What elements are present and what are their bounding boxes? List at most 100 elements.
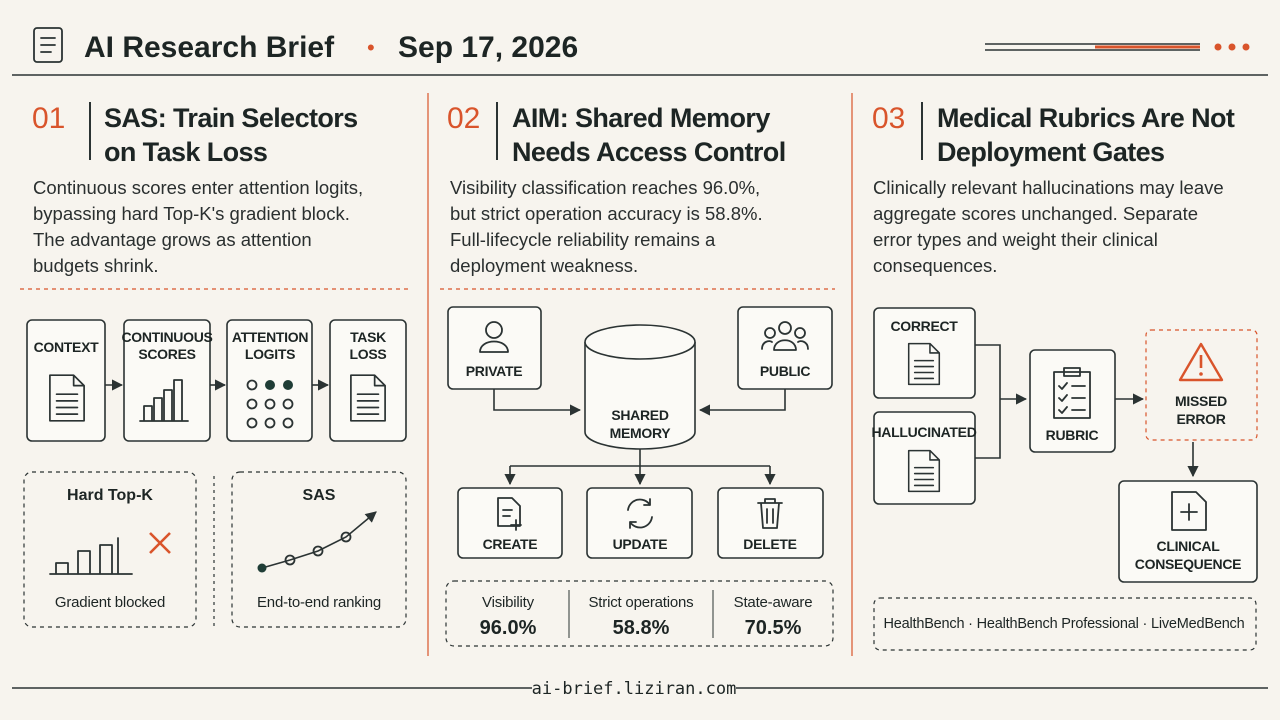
deco-dot	[1214, 43, 1222, 51]
deco-dot	[1228, 43, 1236, 51]
consequence-box	[1118, 480, 1258, 583]
pipeline-label: ATTENTION	[232, 329, 309, 345]
benchmarks-box	[873, 597, 1257, 651]
stat-value: 70.5%	[745, 617, 802, 639]
comparison-title: Hard Top-K	[67, 487, 153, 504]
section-body: bypassing hard Top-K's gradient block.	[33, 203, 350, 224]
warning-icon	[1178, 342, 1224, 382]
icon-shape	[497, 497, 522, 531]
trend-line	[261, 511, 377, 569]
icon-shape	[627, 498, 653, 529]
pipeline-label: SCORES	[138, 346, 195, 362]
dot-grid	[246, 379, 294, 429]
comparison-box	[231, 471, 407, 628]
input-label: CORRECT	[890, 318, 958, 334]
section-2: 02 AIM: Shared Memory Needs Access Contr…	[440, 102, 835, 647]
section-title: Needs Access Control	[512, 137, 786, 167]
icon-shape	[257, 563, 267, 573]
header-separator: •	[367, 35, 375, 60]
icon-shape	[757, 498, 783, 529]
operation-label: DELETE	[743, 536, 796, 552]
judge-box	[1029, 349, 1116, 453]
icon-shape	[282, 398, 294, 410]
arrow	[975, 344, 1026, 459]
icon-shape	[340, 531, 352, 543]
section-body: Visibility classification reaches 96.0%,	[450, 177, 760, 198]
store-label: MEMORY	[610, 425, 672, 441]
section-body: deployment weakness.	[450, 255, 638, 276]
section-body: error types and weight their clinical	[873, 229, 1158, 250]
header-date: Sep 17, 2026	[398, 31, 578, 64]
icon-shape	[264, 398, 276, 410]
consequence-label: CONSEQUENCE	[1135, 556, 1241, 572]
outcome-label: MISSED	[1175, 393, 1227, 409]
stat-label: State-aware	[734, 594, 813, 611]
section-body: Full-lifecycle reliability remains a	[450, 229, 716, 250]
icon-shape	[761, 339, 809, 351]
icon-shape	[246, 398, 258, 410]
icon-shape	[264, 417, 276, 429]
operation-box	[457, 487, 563, 559]
pipeline-label: CONTEXT	[34, 339, 100, 355]
arrow	[698, 389, 786, 416]
icon-shape	[265, 380, 275, 390]
icon-shape	[282, 417, 294, 429]
icon-shape	[584, 324, 696, 360]
section-title: AIM: Shared Memory	[512, 103, 770, 133]
benchmarks: HealthBench · HealthBench Professional ·…	[884, 616, 1245, 632]
icon-shape	[312, 545, 324, 557]
input-box	[873, 307, 976, 399]
pipeline-label: CONTINUOUS	[121, 329, 212, 345]
comparison-title: SAS	[303, 487, 336, 504]
footer-url: ai-brief.liziran.com	[532, 679, 737, 699]
source-label: PRIVATE	[466, 363, 523, 379]
section-body: consequences.	[873, 255, 997, 276]
section-body: Clinically relevant hallucinations may l…	[873, 177, 1224, 198]
header-icon	[33, 27, 63, 63]
input-label: HALLUCINATED	[871, 424, 976, 440]
icon-shape	[1199, 372, 1203, 376]
icon-shape	[794, 327, 806, 339]
stat-label: Strict operations	[589, 594, 694, 611]
arrow	[493, 389, 582, 416]
icon-shape	[485, 321, 503, 339]
consequence-label: CLINICAL	[1157, 538, 1221, 554]
judge-label: RUBRIC	[1046, 427, 1099, 443]
icon-shape	[284, 554, 296, 566]
section-number: 03	[872, 102, 905, 135]
stat-value: 96.0%	[480, 617, 537, 639]
pipeline-box	[26, 319, 106, 442]
icon-shape	[246, 417, 258, 429]
section-body: aggregate scores unchanged. Separate	[873, 203, 1198, 224]
comparison-caption: Gradient blocked	[55, 594, 165, 611]
comparison-caption: End-to-end ranking	[257, 594, 381, 611]
icon-shape	[479, 340, 509, 353]
operation-label: CREATE	[483, 536, 538, 552]
operation-box	[586, 487, 693, 559]
section-number: 01	[32, 102, 65, 135]
section-1: 01 SAS: Train Selectors on Task Loss Con…	[20, 102, 410, 628]
section-3: 03 Medical Rubrics Are Not Deployment Ga…	[871, 102, 1258, 651]
section-number: 02	[447, 102, 480, 135]
section-body: Continuous scores enter attention logits…	[33, 177, 363, 198]
header-title: AI Research Brief	[84, 31, 335, 64]
pipeline-box	[123, 319, 211, 442]
source-label: PUBLIC	[760, 363, 811, 379]
operation-label: UPDATE	[613, 536, 668, 552]
icon-shape	[1171, 491, 1207, 531]
icon-shape	[764, 327, 776, 339]
section-title: Deployment Gates	[937, 137, 1164, 167]
icon-shape	[246, 379, 258, 391]
icon-shape	[778, 321, 792, 335]
cross-icon	[149, 532, 171, 554]
icon-shape	[40, 37, 56, 53]
pipeline-label: LOSS	[350, 346, 387, 362]
icon-shape	[283, 380, 293, 390]
section-body: The advantage grows as attention	[33, 229, 312, 250]
operation-box	[717, 487, 824, 559]
icon-shape	[1053, 367, 1091, 419]
section-title: SAS: Train Selectors	[104, 103, 358, 133]
pipeline-label: LOGITS	[245, 346, 295, 362]
